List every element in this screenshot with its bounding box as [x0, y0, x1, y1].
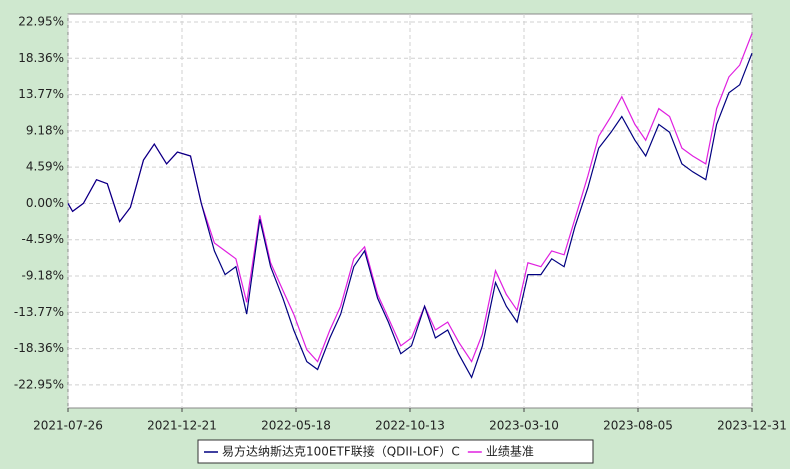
y-tick-label: 0.00% [26, 196, 64, 210]
y-tick-label: 4.59% [26, 160, 64, 174]
x-tick-label: 2022-10-13 [375, 419, 445, 433]
y-tick-label: -18.36% [14, 341, 64, 355]
legend-label: 业绩基准 [486, 445, 534, 459]
x-tick-label: 2023-08-05 [603, 419, 673, 433]
y-tick-label: 22.95% [18, 14, 64, 28]
legend-box [197, 439, 594, 464]
y-tick-label: -9.18% [22, 269, 64, 283]
y-tick-label: -13.77% [14, 305, 64, 319]
y-tick-label: 13.77% [18, 87, 64, 101]
y-tick-label: -4.59% [22, 232, 64, 246]
series-line [67, 52, 753, 379]
x-tick-label: 2022-05-18 [261, 419, 331, 433]
y-tick-label: 18.36% [18, 51, 64, 65]
legend-label: 易方达纳斯达克100ETF联接（QDII-LOF）C [222, 444, 460, 459]
y-tick-label: -22.95% [14, 377, 64, 391]
x-tick-label: 2021-07-26 [33, 419, 103, 433]
legend: 易方达纳斯达克100ETF联接（QDII-LOF）C 业绩基准 [197, 439, 594, 464]
x-tick-label: 2023-12-31 [717, 419, 787, 433]
x-tick-label: 2023-03-10 [489, 419, 559, 433]
x-tick-label: 2021-12-21 [147, 419, 217, 433]
y-tick-label: 9.18% [26, 123, 64, 137]
